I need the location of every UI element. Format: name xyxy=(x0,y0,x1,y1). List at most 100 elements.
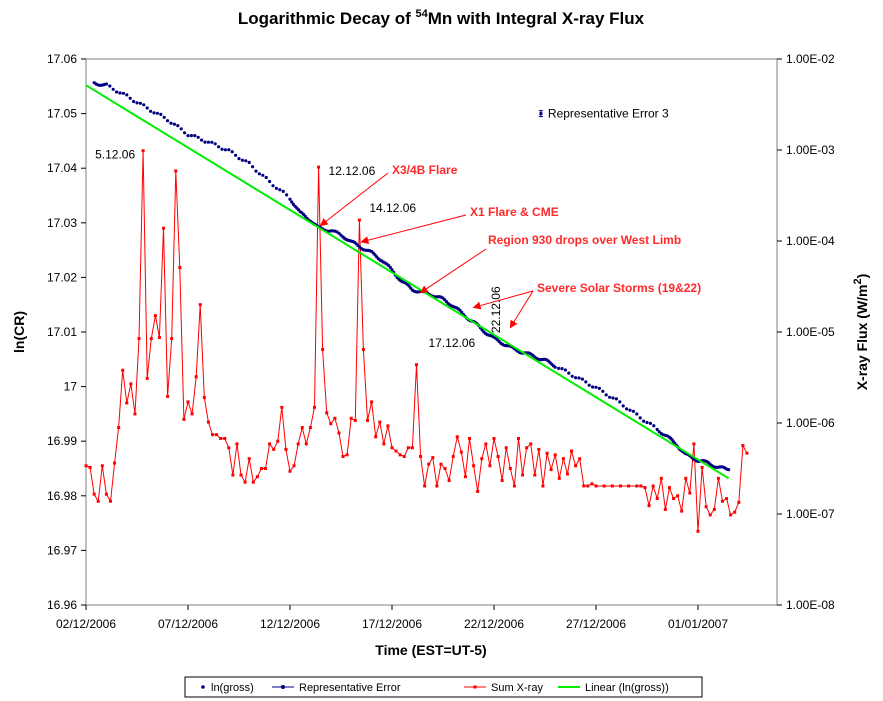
sum-x-ray-point xyxy=(398,453,402,457)
ln-gross-point xyxy=(118,91,122,95)
legend-label: Representative Error xyxy=(299,682,401,694)
annotation-arrow xyxy=(509,290,534,329)
sum-x-ray-point xyxy=(480,457,484,461)
ln-gross-point xyxy=(648,421,653,425)
sum-x-ray-point xyxy=(182,417,186,421)
ln-gross-point xyxy=(186,134,190,138)
right-axis: 1.00E-02 1.00E-03 1.00E-04 1.00E-05 1.00E-06… xyxy=(777,52,835,612)
ln-gross-point xyxy=(268,179,272,184)
left-axis-tick-label: 17.02 xyxy=(47,270,77,284)
sum-x-ray-point xyxy=(402,454,406,458)
sum-x-ray-point xyxy=(586,484,590,488)
sum-x-ray-point xyxy=(618,484,622,488)
left-axis: 17.06 17.05 17.04 17.03 17.02 17.01 17 16.99 16.… xyxy=(47,52,86,612)
legend-item: Linear (ln(gross)) xyxy=(558,682,669,694)
sum-x-ray-point xyxy=(667,486,671,490)
sum-x-ray-point xyxy=(190,412,194,416)
ln-gross-point xyxy=(638,416,642,420)
sum-x-ray-point xyxy=(676,494,680,498)
ln-gross-point xyxy=(176,124,180,128)
sum-x-ray-point xyxy=(692,442,696,446)
sum-x-ray-point xyxy=(121,368,125,372)
x-axis-tick-label: 22/12/2006 xyxy=(464,617,524,631)
x-axis-tick-label: 07/12/2006 xyxy=(158,617,218,631)
sum-x-ray-point xyxy=(463,475,467,479)
ln-gross-point xyxy=(244,159,248,163)
legend-swatch xyxy=(473,685,477,689)
sum-x-ray-point xyxy=(268,442,272,446)
ln-gross-point xyxy=(152,111,156,115)
sum-x-ray-point xyxy=(488,464,492,468)
sum-x-ray-point xyxy=(317,165,321,169)
representative-error-marker xyxy=(538,110,543,118)
sum-x-ray-point xyxy=(280,405,284,409)
sum-x-ray-point xyxy=(186,400,190,404)
sum-x-ray-point xyxy=(272,447,276,451)
sum-x-ray-point xyxy=(680,509,684,513)
ln-gross-point xyxy=(281,189,285,193)
ln-gross-point xyxy=(200,138,204,142)
sum-x-ray-point xyxy=(439,462,443,466)
ln-gross-point xyxy=(196,135,200,139)
sum-x-ray-point xyxy=(565,472,569,476)
ln-gross-point xyxy=(597,386,602,390)
sum-x-ray-point xyxy=(386,424,390,428)
sum-x-ray-point xyxy=(414,363,418,367)
ln-gross-point xyxy=(121,91,125,95)
sum-x-ray-point xyxy=(312,405,316,409)
right-axis-tick-label: 1.00E-06 xyxy=(786,416,835,430)
sum-x-ray-point xyxy=(264,467,268,470)
sum-x-ray-point xyxy=(655,497,659,501)
ln-gross-point xyxy=(628,408,632,412)
date-label: 12.12.06 xyxy=(329,164,376,178)
sum-x-ray-point xyxy=(88,465,92,469)
sum-x-ray-point xyxy=(561,457,565,461)
sum-x-ray-point xyxy=(100,464,104,468)
sum-x-ray-point xyxy=(672,497,676,501)
sum-x-ray-point xyxy=(84,464,88,468)
ln-gross-point xyxy=(172,122,176,126)
legend-swatch xyxy=(281,685,285,689)
sum-x-ray-point xyxy=(288,469,292,473)
annotation-label: X1 Flare & CME xyxy=(470,205,559,219)
linear-trend-line xyxy=(85,84,730,480)
ln-gross-point xyxy=(213,142,217,146)
ln-gross-point xyxy=(390,268,394,272)
sum-x-ray-point xyxy=(255,475,259,479)
ln-gross-point xyxy=(271,184,275,188)
left-axis-tick-label: 16.98 xyxy=(47,489,77,503)
sum-x-ray-point xyxy=(549,468,553,472)
left-axis-tick-label: 17.03 xyxy=(47,216,77,230)
right-axis-tick-label: 1.00E-04 xyxy=(786,234,835,248)
ln-gross-point xyxy=(142,103,146,107)
sum-x-ray-point xyxy=(643,486,647,490)
sum-x-ray-point xyxy=(337,431,341,435)
sum-x-ray-point xyxy=(468,436,472,440)
chart-title: Logarithmic Decay of 54Mn with Integral … xyxy=(238,8,645,28)
sum-x-ray-point xyxy=(366,418,370,422)
sum-x-ray-point xyxy=(382,442,386,446)
left-axis-tick-label: 16.97 xyxy=(47,543,77,557)
sum-x-ray-point xyxy=(353,418,357,422)
sum-x-ray-point xyxy=(508,467,512,470)
sum-x-ray-point xyxy=(113,461,117,465)
sum-x-ray-point xyxy=(541,484,545,488)
sum-x-ray-point xyxy=(512,484,516,488)
sum-x-ray-point xyxy=(206,420,210,424)
sum-x-ray-point xyxy=(357,218,361,222)
sum-x-ray-point xyxy=(627,484,631,488)
sum-x-ray-point xyxy=(741,444,745,448)
sum-x-ray-point xyxy=(149,337,153,341)
left-axis-tick-label: 16.96 xyxy=(47,598,77,612)
left-axis-tick-label: 17.05 xyxy=(47,107,77,121)
sum-x-ray-point xyxy=(166,394,170,398)
ln-gross-point xyxy=(159,112,163,116)
ln-gross-point xyxy=(220,147,224,151)
sum-x-ray-point xyxy=(247,457,251,461)
sum-x-ray-point xyxy=(394,449,398,453)
sum-x-ray-point xyxy=(276,439,280,443)
sum-x-ray-point xyxy=(521,473,525,477)
legend-label: Sum X-ray xyxy=(491,682,543,694)
sum-x-ray-point xyxy=(651,484,655,488)
